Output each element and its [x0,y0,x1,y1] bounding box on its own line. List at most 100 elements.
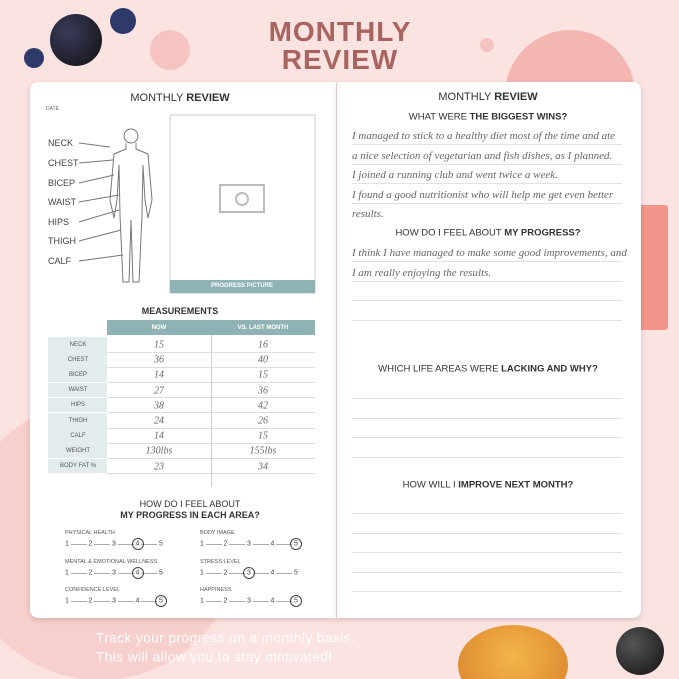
area-label: BODY IMAGE [200,530,235,536]
question-bold: LACKING AND WHY? [501,363,598,375]
bg-circle [480,38,494,52]
col-divider [211,335,212,487]
bg-circle [150,30,190,70]
row-label: BICEP [68,371,88,378]
row-label: THIGH [68,417,88,424]
body-label: HIPS [48,217,70,227]
scale-number: 2 [86,597,95,605]
page-title-bold: REVIEW [494,91,538,103]
answer: I found a good nutritionist who will hel… [352,188,614,201]
cell: 23 [154,461,164,473]
body-label: NECK [48,138,74,148]
scale-number: 4 [133,597,142,605]
question: WHICH LIFE AREAS WERE LACKING AND WHY? [378,364,598,375]
ruled-line [352,261,622,262]
scale-number: 3 [110,569,118,576]
table-header: NOW [151,325,167,331]
main-title: MONTHLY [268,16,412,47]
scale-number: 3 [110,597,118,605]
scale-number: 2 [86,569,95,576]
cell: 16 [258,339,268,351]
scale-number: 5 [157,540,165,548]
scale-number: 1 [63,540,71,548]
row-label-bg [48,367,107,382]
selected-circle [131,538,144,550]
strap [636,205,668,330]
row-label-bg [48,458,107,474]
caption-bar [170,280,315,293]
date-label: DATE [46,106,59,112]
question-bold: MY PROGRESS? [504,227,581,239]
question-part: WHAT WERE [408,111,467,123]
question: HOW DO I FEEL ABOUT MY PROGRESS? [395,228,580,239]
ruled-line [352,163,622,165]
row-label-bg [48,337,107,352]
footer-text: Track your progress on a monthly basis. [96,630,356,646]
cell: 26 [258,415,268,427]
ruled-line [352,202,622,204]
table-title: MEASUREMENTS [141,306,219,316]
cell: 42 [258,400,268,412]
blueberry [24,48,44,68]
blackcurrant [616,627,664,675]
row-label: HIPS [70,402,86,409]
ruled-line [352,532,622,534]
ruled-line [352,183,622,184]
row-label-bg [48,443,107,458]
selected-circle [290,595,302,607]
answer: a nice selection of vegetarian and fish … [352,149,613,162]
table-header: VS. LAST MONTH [237,325,289,331]
scale-number: 4 [268,540,277,548]
row-label-bg [48,397,107,413]
feel-question: MY PROGRESS IN EACH AREA? [120,510,260,520]
scale-number: 4 [268,569,277,576]
ruled-line [352,280,622,282]
scale-number: 1 [198,569,206,576]
question-part: HOW DO I FEEL ABOUT [395,227,502,239]
scale-number: 4 [268,597,277,605]
cell: 36 [154,354,164,366]
cell: 38 [154,400,164,412]
row-label: WAIST [68,387,88,394]
scale-number: 3 [245,540,253,548]
cell: 15 [154,339,164,351]
question-bold: THE BIGGEST WINS? [469,111,568,123]
scale-number: 1 [198,540,206,548]
scale-number: 2 [221,569,230,576]
area-label: PHYSICAL HEALTH [65,530,115,536]
question-bold: IMPROVE NEXT MONTH? [458,479,574,491]
ruled-line [352,513,622,514]
cell: 24 [154,415,164,427]
scale-number: 3 [245,597,253,605]
selected-circle [290,538,302,550]
row-label: WEIGHT [66,447,90,454]
scale-number: 3 [110,540,118,548]
question: WHAT WERE THE BIGGEST WINS? [409,112,568,123]
page-title: MONTHLY REVIEW [130,92,229,104]
cell: 155lbs [249,445,277,457]
scale-number: 2 [86,540,95,548]
row-label-bg [48,352,107,367]
page-title-bold: REVIEW [186,92,230,104]
answer: results. [352,208,384,220]
area-label: HAPPINESS [200,587,232,593]
ruled-line [352,437,622,438]
body-label: BICEP [48,178,76,188]
answer: I think I have managed to make some good… [352,247,627,259]
page-title: MONTHLY REVIEW [438,91,537,103]
row-label: CHEST [67,356,89,363]
row-label: NECK [69,341,87,348]
body-label: CALF [48,256,72,266]
cell: 130lbs [145,445,173,457]
scale-number: 2 [221,540,230,548]
ruled-line [352,319,622,321]
question-part: HOW WILL I [402,479,456,491]
selected-circle [243,566,255,579]
scale-number: 5 [292,569,300,576]
cell: 34 [258,461,268,473]
selected-circle [155,595,167,607]
question-part: WHICH LIFE AREAS WERE [378,363,499,375]
cell: 15 [258,430,268,442]
scale-number: 1 [198,597,206,605]
cell: 14 [154,430,164,442]
